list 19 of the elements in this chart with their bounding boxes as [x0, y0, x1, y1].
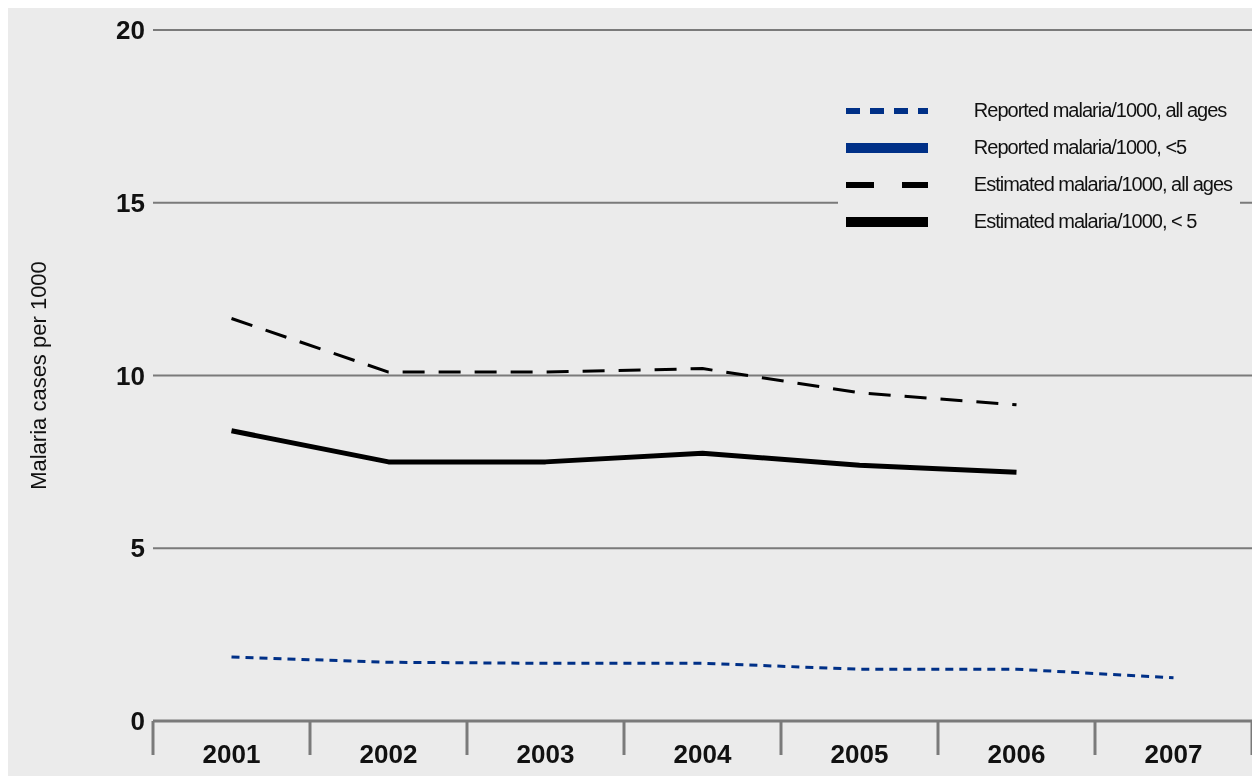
legend-label: Reported malaria/1000, <5 — [973, 136, 1187, 159]
x-tick-label: 2005 — [830, 739, 889, 769]
y-tick-label: 5 — [130, 533, 145, 564]
x-tick-label: 2007 — [1144, 739, 1203, 769]
y-tick-label: 0 — [130, 706, 145, 737]
legend-label: Estimated malaria/1000, all ages — [973, 173, 1232, 196]
y-tick-label: 10 — [116, 360, 145, 391]
y-axis-title: Malaria cases per 1000 — [25, 261, 51, 490]
x-tick-label: 2002 — [359, 739, 418, 769]
x-tick-label: 2001 — [202, 739, 261, 769]
legend-label: Estimated malaria/1000, < 5 — [973, 210, 1197, 233]
x-tick-label: 2006 — [987, 739, 1046, 769]
x-tick-label: 2004 — [673, 739, 732, 769]
y-tick-label: 15 — [116, 187, 145, 218]
legend-label: Reported malaria/1000, all ages — [973, 99, 1227, 122]
line-series — [230, 655, 1175, 680]
line-series — [230, 316, 1018, 407]
y-tick-label: 20 — [116, 15, 145, 46]
x-tick-label: 2003 — [516, 739, 575, 769]
